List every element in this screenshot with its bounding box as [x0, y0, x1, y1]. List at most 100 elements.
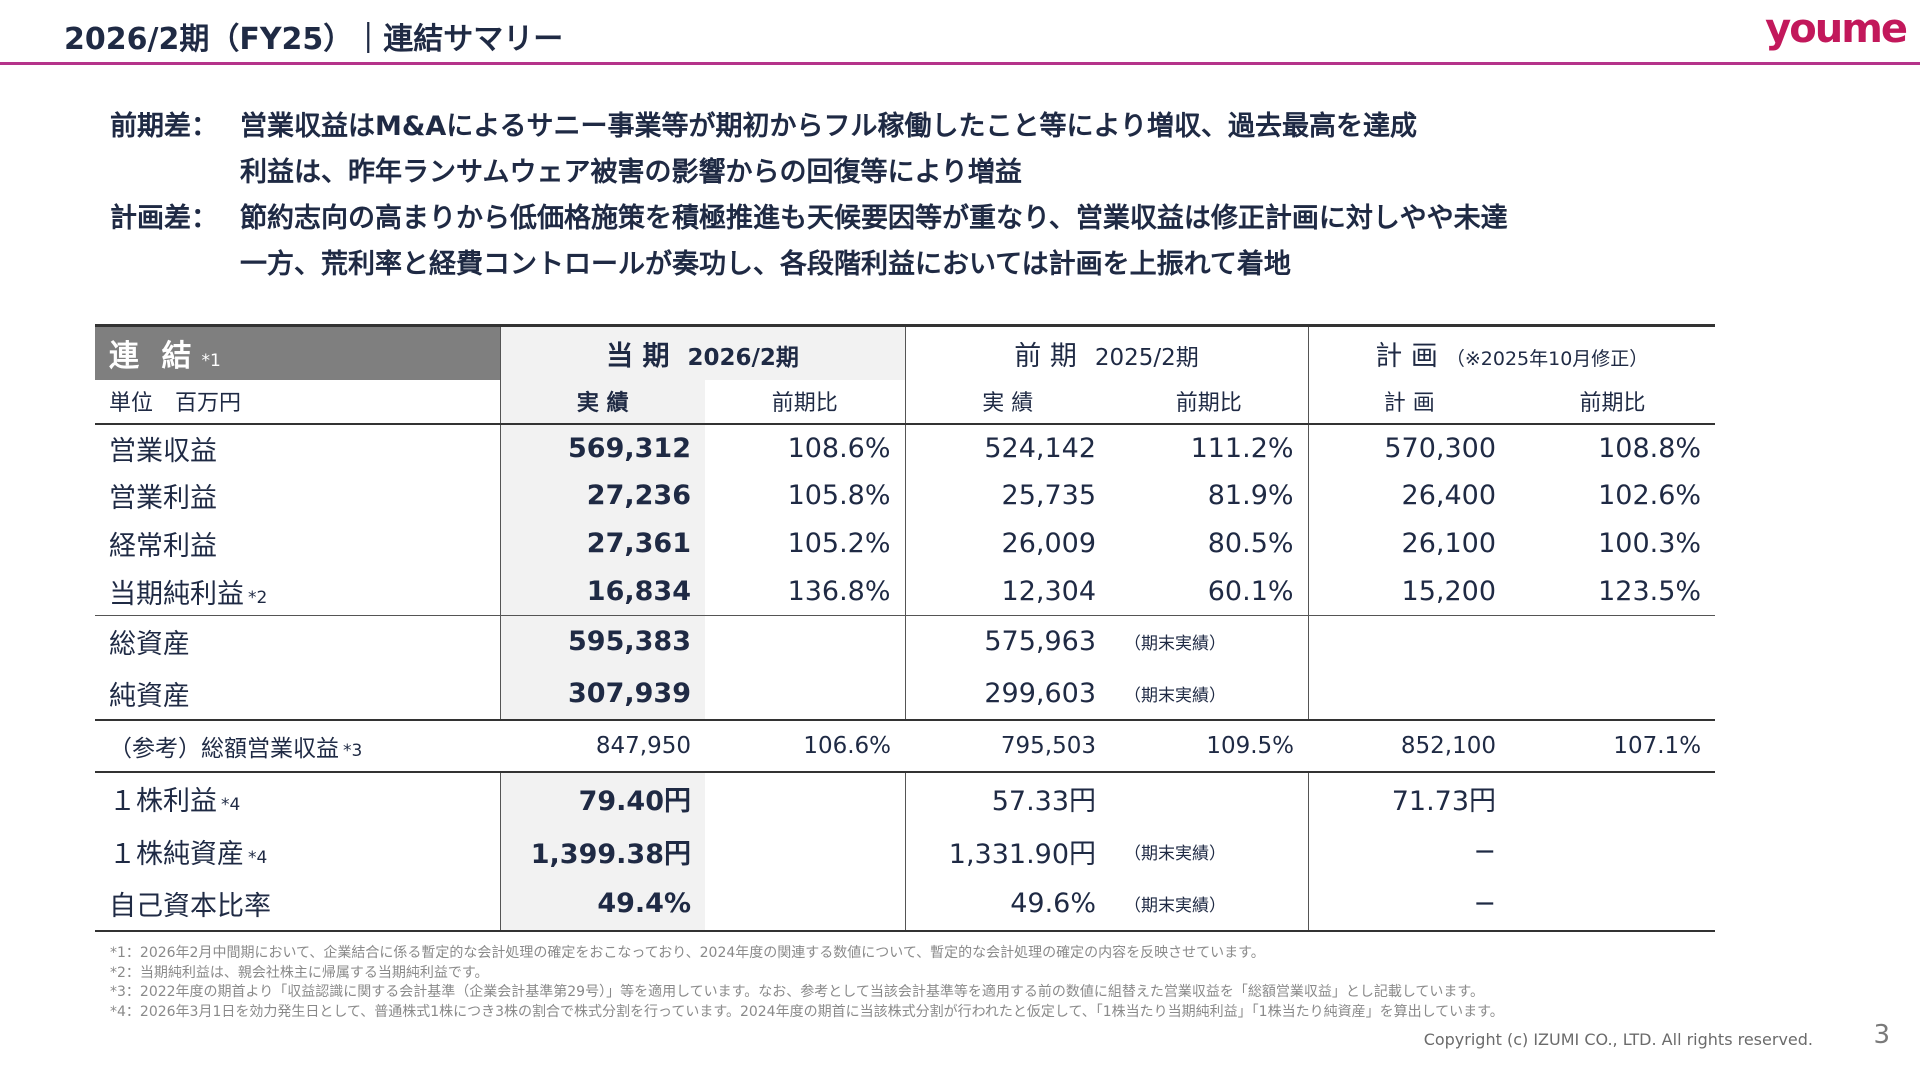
cell-value: − [1307, 877, 1511, 931]
row-label: １株利益 *4 [109, 786, 241, 817]
cell-value: 25,735 [904, 471, 1111, 520]
table-row: 自己資本比率 49.4% 49.6% （期末実績） − [95, 877, 1716, 931]
empty-cell [1510, 668, 1715, 720]
table-row: 営業利益 27,236 105.8% 25,735 81.9% 26,400 1… [95, 471, 1715, 520]
summary-text: 営業収益はM&Aによるサニー事業等が期初からフル稼働したこと等により増収、過去最… [240, 111, 1417, 142]
cell-value: 108.8% [1598, 432, 1702, 464]
empty-cell [1307, 667, 1511, 720]
row-label: 営業利益 [109, 483, 217, 514]
table-row: １株純資産 *4 1,399.38円 1,331.90円 （期末実績） − [95, 824, 1715, 878]
prev-period-header: 前 期 2025/2期 [904, 325, 1309, 380]
cell-value: 57.33円 [904, 771, 1111, 825]
cell-value: 12,304 [904, 567, 1111, 616]
cell-value: 105.2% [787, 528, 891, 559]
empty-cell [1510, 616, 1715, 668]
summary-text: 節約志向の高まりから低価格施策を積極推進も天候要因等が重なり、営業収益は修正計画… [240, 203, 1508, 234]
footnotes: *1：2026年2月中間期において、企業結合に係る暫定的な会計処理の確定をおこな… [110, 944, 1504, 1022]
cell-value: 27,236 [499, 471, 705, 520]
row-label: （参考）総額営業収益 *3 [109, 735, 363, 762]
footnote: *2：当期純利益は、親会社株主に帰属する当期純利益です。 [110, 964, 489, 981]
consolidated-summary-table: 連 結 *1 当 期 2026/2期 前 期 2025/2期 計 画（※2025年10… [95, 324, 1716, 932]
cell-value: 81.9% [1207, 480, 1294, 511]
youme-logo: youme [1765, 6, 1908, 52]
cell-value: 307,939 [499, 667, 705, 720]
cell-value: 100.3% [1598, 528, 1702, 559]
cell-value: 569,312 [499, 423, 705, 472]
empty-cell [1510, 825, 1715, 878]
summary-text: 利益は、昨年ランサムウェア被害の影響からの回復等により増益 [240, 157, 1022, 188]
period-end-note: （期末実績） [1124, 896, 1227, 916]
cell-value: 105.8% [787, 480, 891, 511]
row-label: １株純資産 *4 [109, 838, 268, 870]
cell-value: 26,400 [1307, 471, 1511, 520]
cell-value: 27,361 [499, 519, 705, 568]
cell-value: 49.6% [904, 877, 1111, 931]
cell-value: 60.1% [1207, 575, 1294, 607]
row-label: 純資産 [109, 680, 190, 712]
col-yoy: 前期比 [771, 391, 838, 416]
current-period-header: 当 期 2026/2期 [499, 325, 906, 380]
period-end-note [1110, 772, 1308, 825]
cell-value: 80.5% [1207, 528, 1294, 559]
empty-cell [705, 772, 905, 825]
row-label: 当期純利益 *2 [109, 578, 268, 610]
period-end-note: （期末実績） [1124, 634, 1227, 655]
cell-value: 108.6% [787, 432, 891, 464]
empty-cell [1510, 878, 1715, 931]
summary-label: 前期差： [110, 111, 218, 142]
row-label: 自己資本比率 [109, 891, 271, 922]
summary-label: 計画差： [110, 203, 218, 234]
cell-value: 26,009 [904, 519, 1111, 568]
empty-cell [1307, 615, 1511, 668]
cell-value: 595,383 [499, 615, 705, 668]
cell-value: 106.6% [803, 732, 892, 759]
slide-header: 2026/2期（FY25）｜連結サマリー youme [0, 0, 1920, 65]
footnote: *4：2026年3月1日を効力発生日として、普通株式1株につき3株の割合で株式分… [110, 1003, 1504, 1020]
cell-value: 524,142 [904, 423, 1111, 472]
cell-value: 26,100 [1307, 519, 1511, 568]
header-divider [0, 62, 1920, 65]
page-title: 2026/2期（FY25）｜連結サマリー [64, 22, 564, 57]
cell-value: 16,834 [499, 567, 705, 616]
cell-value: 109.5% [1206, 732, 1295, 759]
row-label: 総資産 [109, 629, 190, 661]
table-group-header: 連 結 *1 当 期 2026/2期 前 期 2025/2期 計 画（※2025年10… [95, 325, 1716, 380]
period-end-note: （期末実績） [1124, 843, 1227, 864]
empty-cell [1510, 772, 1715, 825]
cell-value: 852,100 [1400, 732, 1497, 759]
cell-value: 49.4% [499, 877, 705, 931]
table-row-reference: （参考）総額営業収益 *3 847,950 106.6% 795,503 109.… [95, 719, 1716, 772]
table-row: 営業収益 569,312 108.6% 524,142 111.2% 570,3… [95, 423, 1716, 472]
empty-cell [705, 878, 905, 931]
cell-value: 15,200 [1307, 567, 1511, 616]
cell-value: 136.8% [787, 575, 891, 607]
summary-text: 一方、荒利率と経費コントロールが奏功し、各段階利益においては計画を上振れて着地 [240, 249, 1291, 280]
col-yoy: 前期比 [1175, 391, 1242, 416]
table-sub-header: 単位 百万円 実 績 前期比 実 績 前期比 計 画 前期比 [95, 379, 1715, 424]
cell-value: 102.6% [1598, 480, 1702, 511]
cell-value: − [1307, 824, 1511, 878]
footnote: *1：2026年2月中間期において、企業結合に係る暫定的な会計処理の確定をおこな… [110, 945, 1265, 961]
plan-header: 計 画（※2025年10月修正） [1307, 325, 1716, 380]
cell-value: 847,950 [595, 732, 691, 759]
empty-cell [705, 616, 905, 668]
cell-value: 123.5% [1598, 575, 1702, 607]
col-actual: 実 績 [499, 379, 705, 424]
col-yoy: 前期比 [1579, 391, 1646, 416]
cell-value: 107.1% [1613, 732, 1702, 759]
page-number: 3 [1873, 1020, 1890, 1050]
cell-value: 1,399.38円 [499, 824, 705, 878]
cell-value: 299,603 [904, 667, 1111, 720]
cell-value: 79.40円 [499, 771, 705, 825]
row-label: 営業収益 [109, 435, 217, 467]
table-row: 純資産 307,939 299,603 （期末実績） [95, 667, 1715, 720]
table-row: 経常利益 27,361 105.2% 26,009 80.5% 26,100 1… [95, 519, 1715, 568]
cell-value: 1,331.90円 [904, 824, 1111, 878]
cell-value: 111.2% [1190, 432, 1294, 464]
col-plan: 計 画 [1307, 379, 1511, 424]
table-row: １株利益 *4 79.40円 57.33円 71.73円 [95, 771, 1715, 825]
cell-value: 71.73円 [1307, 771, 1511, 825]
unit-label: 単位 百万円 [109, 391, 242, 416]
period-end-note: （期末実績） [1124, 685, 1227, 706]
consolidated-label: 連 結 *1 [95, 325, 500, 380]
